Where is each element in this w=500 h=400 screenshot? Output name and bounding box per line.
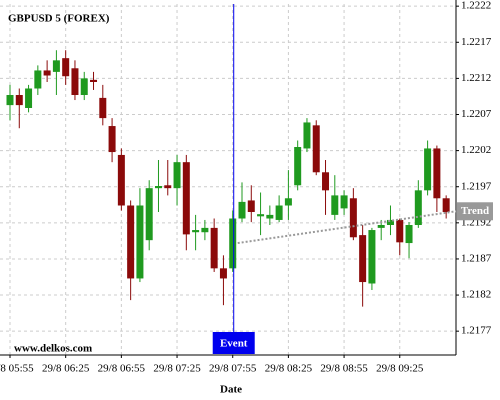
candle-body — [108, 126, 116, 153]
candle-body — [80, 78, 88, 95]
y-tick-label: 1.2197 — [461, 180, 492, 192]
candle-body — [117, 154, 125, 206]
x-tick-label: 29/8 07:55 — [209, 363, 257, 375]
candle-body — [154, 186, 162, 189]
x-axis-title: Date — [220, 384, 242, 396]
candle-body — [90, 79, 98, 82]
candle-body — [219, 268, 227, 279]
candle-body — [275, 205, 283, 220]
chart-title: GBPUSD 5 (FOREX) — [8, 13, 110, 25]
candle-body — [34, 70, 42, 89]
x-tick-label: 29/8 05:55 — [0, 363, 34, 375]
candle-body — [266, 214, 274, 219]
y-tick-label: 1.2182 — [461, 289, 491, 301]
x-tick-label: 29/8 06:55 — [98, 363, 146, 375]
candle-body — [52, 60, 60, 72]
candle-body — [368, 230, 376, 284]
candle-body — [182, 162, 190, 235]
candle-body — [25, 88, 33, 108]
candle-body — [340, 195, 348, 209]
candle-body — [386, 219, 394, 225]
candle-body — [294, 147, 302, 186]
y-tick-label: 1.2177 — [461, 325, 492, 337]
x-tick-label: 29/8 07:25 — [153, 363, 201, 375]
candle-body — [127, 205, 135, 279]
candle-body — [6, 95, 14, 106]
candle-body — [377, 225, 385, 228]
candle-body — [331, 195, 339, 215]
x-tick-label: 29/8 09:25 — [376, 363, 424, 375]
y-tick-label: 1.2222 — [461, 0, 491, 12]
candle-body — [238, 201, 246, 219]
candle-body — [396, 219, 404, 243]
candle-body — [201, 227, 209, 233]
candle-body — [424, 148, 432, 191]
trend-line — [237, 210, 457, 245]
candle-body — [192, 230, 200, 233]
candle-body — [414, 190, 422, 225]
candle-body — [405, 225, 413, 244]
x-tick-label: 29/8 06:25 — [42, 363, 90, 375]
candle-body — [349, 198, 357, 238]
candle-body — [145, 188, 153, 241]
y-tick-label: 1.2212 — [461, 72, 491, 84]
candle-body — [62, 58, 70, 77]
event-label: Event — [220, 338, 248, 350]
candle-body — [43, 70, 51, 76]
candle-body — [322, 172, 330, 191]
candle-body — [15, 95, 23, 106]
candle-body — [136, 205, 144, 279]
candle-body — [433, 148, 441, 199]
candle-body — [210, 227, 218, 269]
candle-body — [164, 185, 172, 189]
y-tick-label: 1.2202 — [461, 144, 491, 156]
candle-body — [359, 235, 367, 283]
y-tick-label: 1.2217 — [461, 36, 492, 48]
candle-body — [99, 97, 107, 119]
candle-body — [257, 214, 265, 217]
candle-body — [312, 125, 320, 173]
y-tick-label: 1.2207 — [461, 108, 492, 120]
candle-body — [247, 200, 255, 212]
trend-label: Trend — [461, 205, 489, 217]
event-box — [212, 332, 255, 354]
candle-body — [173, 162, 181, 189]
trend-label-box — [457, 202, 493, 221]
y-tick-label: 1.2187 — [461, 252, 492, 264]
candle-body — [229, 218, 237, 269]
x-tick-label: 29/8 08:25 — [265, 363, 313, 375]
candle-body — [303, 122, 311, 149]
x-tick-label: 29/8 08:55 — [320, 363, 368, 375]
candle-body — [284, 198, 292, 206]
candle-body — [71, 68, 79, 95]
watermark: www.delkos.com — [14, 343, 92, 355]
candle-body — [442, 198, 450, 212]
